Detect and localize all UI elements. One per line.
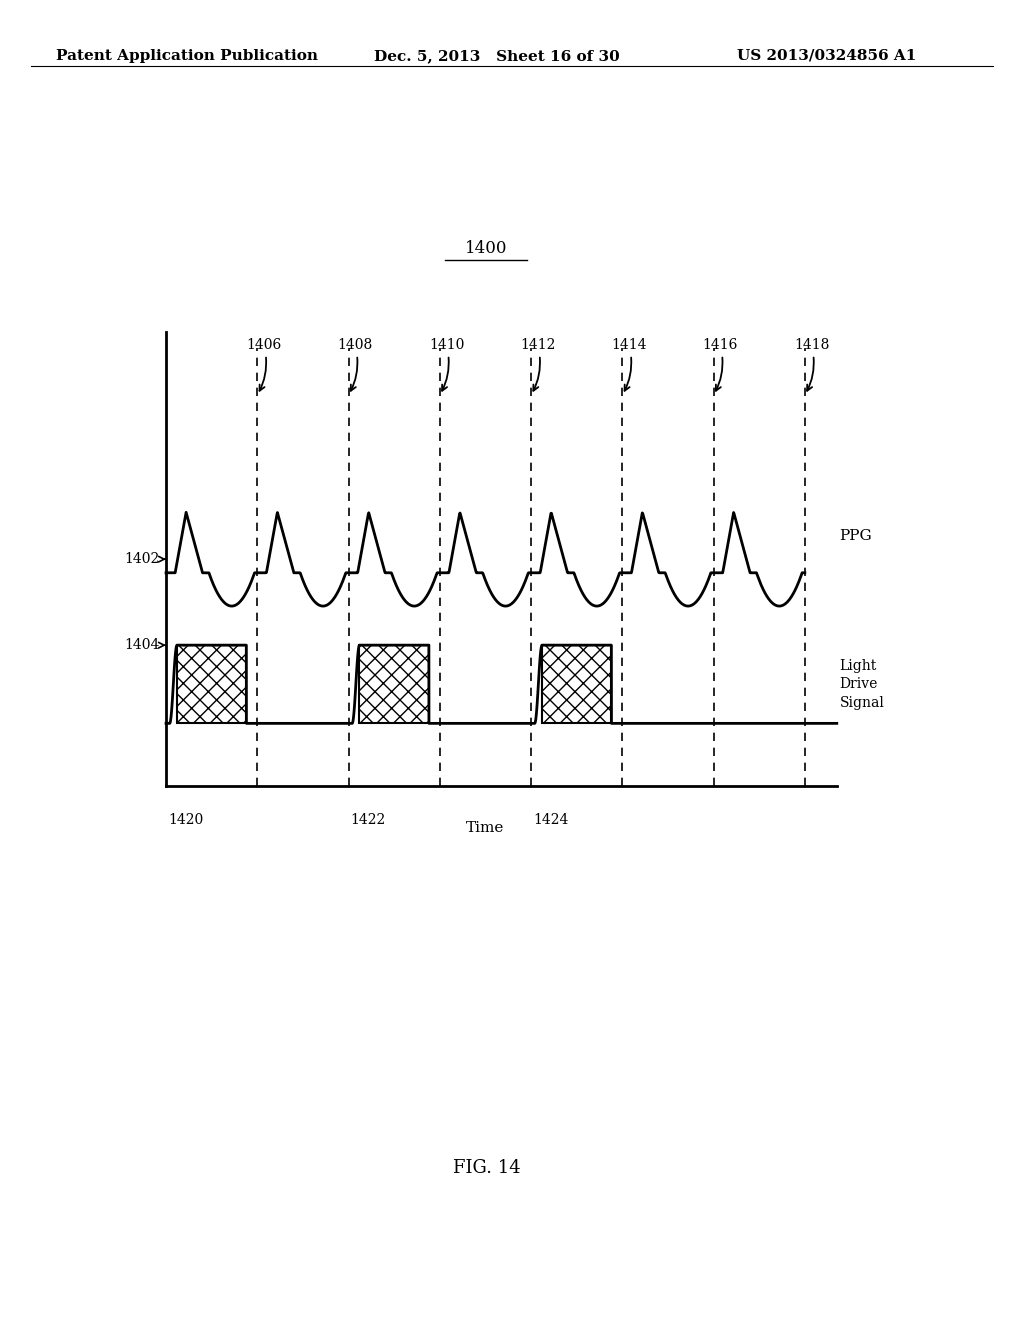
- Text: 1410: 1410: [429, 338, 464, 391]
- Bar: [359, 645, 429, 723]
- Text: Dec. 5, 2013   Sheet 16 of 30: Dec. 5, 2013 Sheet 16 of 30: [374, 49, 620, 63]
- Text: US 2013/0324856 A1: US 2013/0324856 A1: [737, 49, 916, 63]
- Text: 1422: 1422: [350, 813, 386, 828]
- Bar: [177, 645, 247, 723]
- Text: 1400: 1400: [465, 240, 508, 257]
- Text: 1408: 1408: [338, 338, 373, 391]
- Bar: [542, 645, 611, 723]
- Text: 1414: 1414: [611, 338, 647, 391]
- Text: 1424: 1424: [532, 813, 568, 828]
- Text: 1418: 1418: [794, 338, 829, 391]
- Text: Light
Drive
Signal: Light Drive Signal: [840, 659, 885, 710]
- Text: 1412: 1412: [520, 338, 555, 391]
- Text: FIG. 14: FIG. 14: [453, 1159, 520, 1177]
- Text: PPG: PPG: [840, 529, 872, 543]
- Text: Time: Time: [466, 821, 505, 836]
- Text: Patent Application Publication: Patent Application Publication: [56, 49, 318, 63]
- Text: 1416: 1416: [702, 338, 738, 391]
- Text: 1402: 1402: [124, 552, 165, 566]
- Text: 1420: 1420: [168, 813, 203, 828]
- Text: 1406: 1406: [247, 338, 282, 391]
- Text: 1404: 1404: [124, 638, 165, 652]
